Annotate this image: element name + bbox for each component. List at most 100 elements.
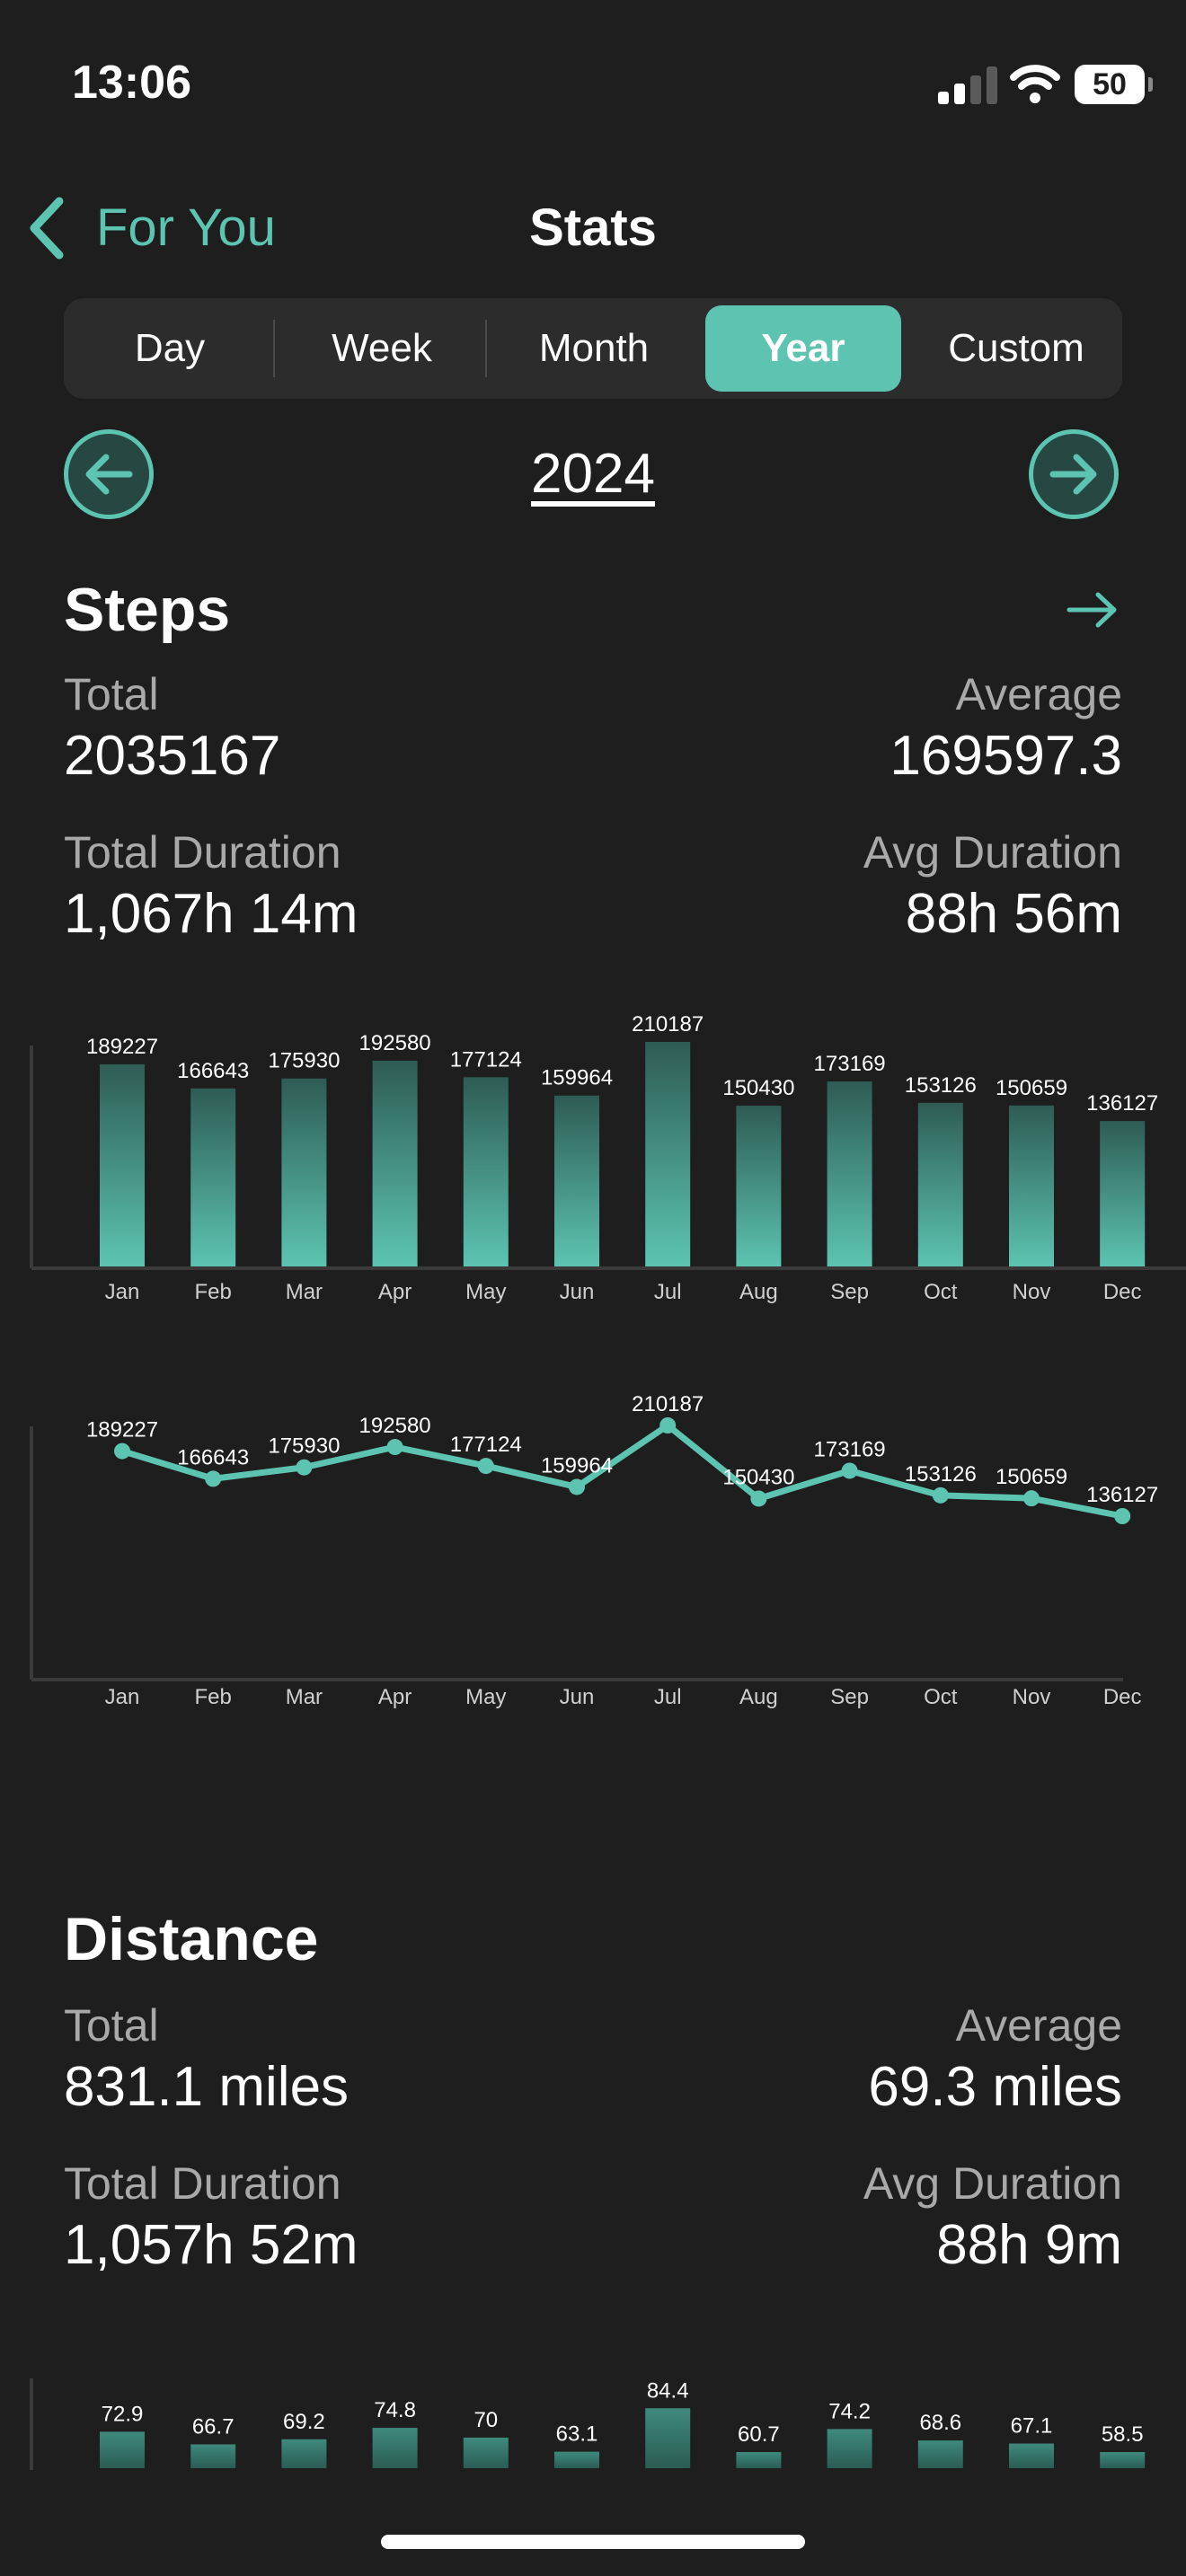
data-label: 150659 bbox=[996, 1076, 1067, 1100]
x-tick-label: Jul bbox=[654, 1685, 682, 1709]
x-tick-label: May bbox=[465, 1280, 506, 1304]
x-tick-label: Oct bbox=[924, 1280, 958, 1304]
distance-bar-chart: 72.9 66.7 69.2 74.8 70 63.1 84.4 60.7 74.2 68.6 67… bbox=[30, 2378, 1146, 2470]
data-label: 150430 bbox=[722, 1465, 794, 1489]
data-label: 136127 bbox=[1086, 1091, 1158, 1116]
data-label: 177124 bbox=[450, 1433, 522, 1457]
bar bbox=[1100, 2452, 1146, 2468]
x-tick-label: Jun bbox=[560, 1280, 595, 1304]
battery-icon: 50 bbox=[1075, 65, 1153, 104]
distance-average-label: Average bbox=[955, 2000, 1122, 2051]
data-label: 166643 bbox=[177, 1059, 249, 1083]
x-tick-label: Aug bbox=[739, 1280, 778, 1304]
data-label: 189227 bbox=[86, 1035, 158, 1059]
bar bbox=[1100, 1121, 1146, 1266]
period-segmented-control: Day Week Month Year Custom bbox=[64, 298, 1122, 399]
steps-bar-chart: 189227 Jan 166643 Feb 175930 Mar 192580 Apr 1771… bbox=[30, 1012, 1186, 1304]
steps-average-value: 169597.3 bbox=[890, 725, 1122, 787]
x-tick-label: Apr bbox=[378, 1685, 412, 1709]
bar bbox=[554, 2451, 599, 2468]
status-time: 13:06 bbox=[72, 57, 191, 109]
distance-total-duration-value: 1,057h 52m bbox=[64, 2214, 358, 2276]
bar bbox=[100, 1063, 145, 1266]
x-tick-label: Jan bbox=[105, 1685, 140, 1709]
distance-total-value: 831.1 miles bbox=[64, 2056, 350, 2118]
data-label: 210187 bbox=[632, 1012, 704, 1037]
data-label: 72.9 bbox=[102, 2402, 144, 2426]
x-tick-label: Aug bbox=[739, 1685, 778, 1709]
bar bbox=[281, 1078, 327, 1266]
x-tick-label: Feb bbox=[195, 1685, 232, 1709]
page-title: Stats bbox=[529, 198, 657, 257]
x-tick-label: Sep bbox=[830, 1685, 869, 1709]
bar bbox=[645, 2408, 691, 2468]
previous-period-button[interactable] bbox=[64, 429, 154, 519]
data-point bbox=[477, 1458, 494, 1475]
bar bbox=[1009, 2443, 1054, 2468]
data-label: 153126 bbox=[905, 1462, 977, 1486]
data-point bbox=[1114, 1508, 1131, 1524]
data-point bbox=[1023, 1490, 1040, 1507]
steps-total-duration-label: Total Duration bbox=[64, 827, 341, 878]
x-tick-label: Jul bbox=[654, 1280, 682, 1304]
tab-year[interactable]: Year bbox=[705, 305, 901, 392]
data-label: 192580 bbox=[359, 1414, 431, 1438]
data-label: 69.2 bbox=[283, 2410, 325, 2434]
tab-month[interactable]: Month bbox=[538, 326, 650, 370]
data-label: 175930 bbox=[268, 1434, 340, 1459]
x-tick-label: Jun bbox=[560, 1685, 595, 1709]
data-point bbox=[569, 1478, 585, 1495]
x-tick-label: Feb bbox=[195, 1280, 232, 1304]
data-label: 173169 bbox=[814, 1052, 886, 1076]
data-label: 189227 bbox=[86, 1418, 158, 1442]
data-label: 159964 bbox=[541, 1453, 613, 1478]
data-point bbox=[114, 1442, 130, 1460]
steps-total-label: Total bbox=[64, 669, 159, 719]
bar bbox=[917, 2440, 963, 2468]
distance-section-title: Distance bbox=[64, 1905, 319, 1973]
next-period-button[interactable] bbox=[1029, 429, 1119, 519]
period-label[interactable]: 2024 bbox=[531, 443, 655, 505]
bar bbox=[463, 2437, 509, 2468]
steps-avg-duration-value: 88h 56m bbox=[905, 883, 1122, 945]
data-label: 67.1 bbox=[1011, 2414, 1053, 2439]
bar bbox=[917, 1102, 963, 1266]
wifi-icon bbox=[1010, 65, 1060, 103]
steps-average-label: Average bbox=[955, 669, 1122, 719]
tab-day[interactable]: Day bbox=[134, 326, 206, 370]
x-tick-label: Sep bbox=[830, 1280, 869, 1304]
distance-avg-duration-label: Avg Duration bbox=[863, 2158, 1122, 2209]
distance-total-label: Total bbox=[64, 2000, 159, 2051]
chevron-left-icon[interactable] bbox=[25, 196, 70, 260]
bar bbox=[463, 1077, 509, 1266]
steps-total-value: 2035167 bbox=[64, 725, 281, 787]
tab-week[interactable]: Week bbox=[332, 326, 432, 370]
back-button[interactable]: For You bbox=[96, 198, 276, 257]
distance-total-duration-label: Total Duration bbox=[64, 2158, 341, 2209]
data-label: 192580 bbox=[359, 1031, 431, 1055]
data-label: 70 bbox=[474, 2408, 498, 2432]
data-label: 66.7 bbox=[192, 2414, 235, 2439]
bar bbox=[554, 1095, 599, 1266]
data-label: 150430 bbox=[722, 1076, 794, 1100]
segment-divider bbox=[485, 320, 487, 377]
x-tick-label: Mar bbox=[286, 1685, 323, 1709]
cellular-signal-icon bbox=[938, 66, 997, 104]
bar bbox=[372, 1060, 418, 1266]
steps-total-duration-value: 1,067h 14m bbox=[64, 883, 358, 945]
bar bbox=[736, 1106, 782, 1266]
data-label: 74.2 bbox=[828, 2399, 871, 2423]
data-label: 150659 bbox=[996, 1465, 1067, 1489]
bar bbox=[827, 1081, 872, 1266]
steps-avg-duration-label: Avg Duration bbox=[863, 827, 1122, 878]
bar bbox=[1009, 1105, 1054, 1266]
series-line bbox=[120, 1422, 1123, 1520]
home-indicator bbox=[381, 2535, 805, 2549]
tab-custom[interactable]: Custom bbox=[948, 326, 1084, 370]
distance-average-value: 69.3 miles bbox=[868, 2056, 1122, 2118]
bar bbox=[645, 1042, 691, 1266]
arrow-right-icon[interactable] bbox=[1066, 587, 1120, 632]
data-label: 159964 bbox=[541, 1066, 613, 1090]
bar bbox=[736, 2452, 782, 2468]
data-label: 153126 bbox=[905, 1073, 977, 1098]
